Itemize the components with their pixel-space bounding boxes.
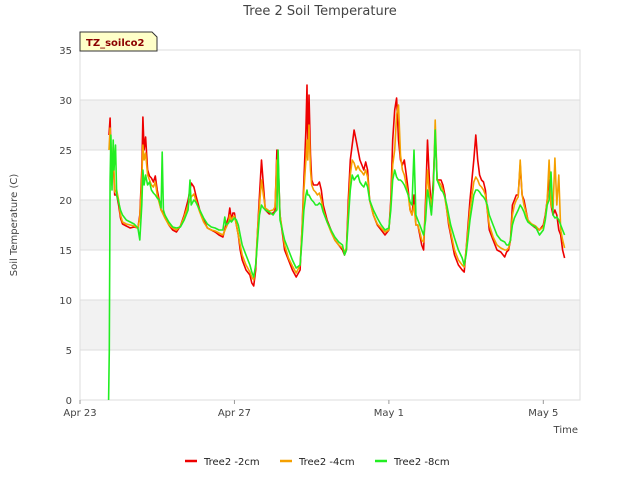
y-tick-label: 20 — [59, 196, 72, 207]
x-tick-label: Apr 27 — [218, 408, 251, 419]
x-axis-label: Time — [553, 425, 578, 436]
x-tick-label: Apr 23 — [63, 408, 96, 419]
y-tick-label: 30 — [59, 96, 72, 107]
background-bands — [80, 100, 580, 350]
y-axis-label: Soil Temperature (C) — [9, 174, 20, 277]
y-axis-ticks: 0 5 10 15 20 25 30 35 — [59, 46, 72, 407]
series-group — [107, 84, 566, 401]
band-25-30 — [80, 100, 580, 150]
legend-label: Tree2 -8cm — [393, 457, 450, 468]
badge-label: TZ_soilco2 — [86, 38, 145, 49]
series-line-tree2-8cm — [107, 129, 566, 401]
badge-box — [79, 31, 158, 52]
band-5-10 — [80, 300, 580, 350]
y-tick-label: 15 — [59, 246, 72, 257]
y-tick-label: 25 — [59, 146, 72, 157]
y-tick-label: 35 — [59, 46, 72, 57]
y-tick-label: 5 — [66, 346, 72, 357]
y-tick-label: 10 — [59, 296, 72, 307]
x-tick-label: May 1 — [374, 408, 404, 419]
chart-title: Tree 2 Soil Temperature — [242, 4, 397, 19]
x-tick-label: May 5 — [528, 408, 558, 419]
legend: Tree2 -2cm Tree2 -4cm Tree2 -8cm — [185, 457, 450, 468]
y-tick-label: 0 — [66, 396, 72, 407]
legend-label: Tree2 -2cm — [203, 457, 260, 468]
plot-frame — [79, 49, 581, 401]
legend-label: Tree2 -4cm — [298, 457, 355, 468]
badge: TZ_soilco2 — [79, 31, 158, 52]
x-axis-ticks: Apr 23 Apr 27 May 1 May 5 — [63, 400, 558, 419]
